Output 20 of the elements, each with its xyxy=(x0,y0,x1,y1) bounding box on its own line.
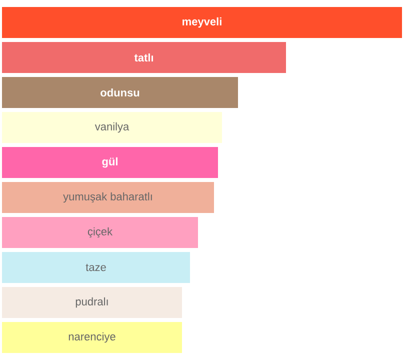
bar xyxy=(2,147,218,178)
y-tick-label: vanilya xyxy=(94,122,130,133)
bar xyxy=(2,112,222,143)
y-tick-label: çiçek xyxy=(88,227,113,238)
y-tick-label: narenciye xyxy=(68,332,116,343)
bar xyxy=(2,322,182,354)
y-tick-label: gül xyxy=(102,157,118,168)
bar xyxy=(2,217,198,248)
bar xyxy=(2,182,214,213)
bar xyxy=(2,252,190,284)
bar xyxy=(2,42,286,73)
bar xyxy=(2,77,238,108)
y-tick-label: tatlı xyxy=(134,53,154,62)
bar xyxy=(2,287,182,318)
bar xyxy=(2,7,402,38)
y-tick-label: pudralı xyxy=(76,297,108,308)
y-tick-label: meyveli xyxy=(182,17,222,28)
y-tick-label: taze xyxy=(86,264,106,272)
y-tick-label: yumuşak baharatlı xyxy=(63,192,152,203)
y-tick-label: odunsu xyxy=(100,88,140,97)
